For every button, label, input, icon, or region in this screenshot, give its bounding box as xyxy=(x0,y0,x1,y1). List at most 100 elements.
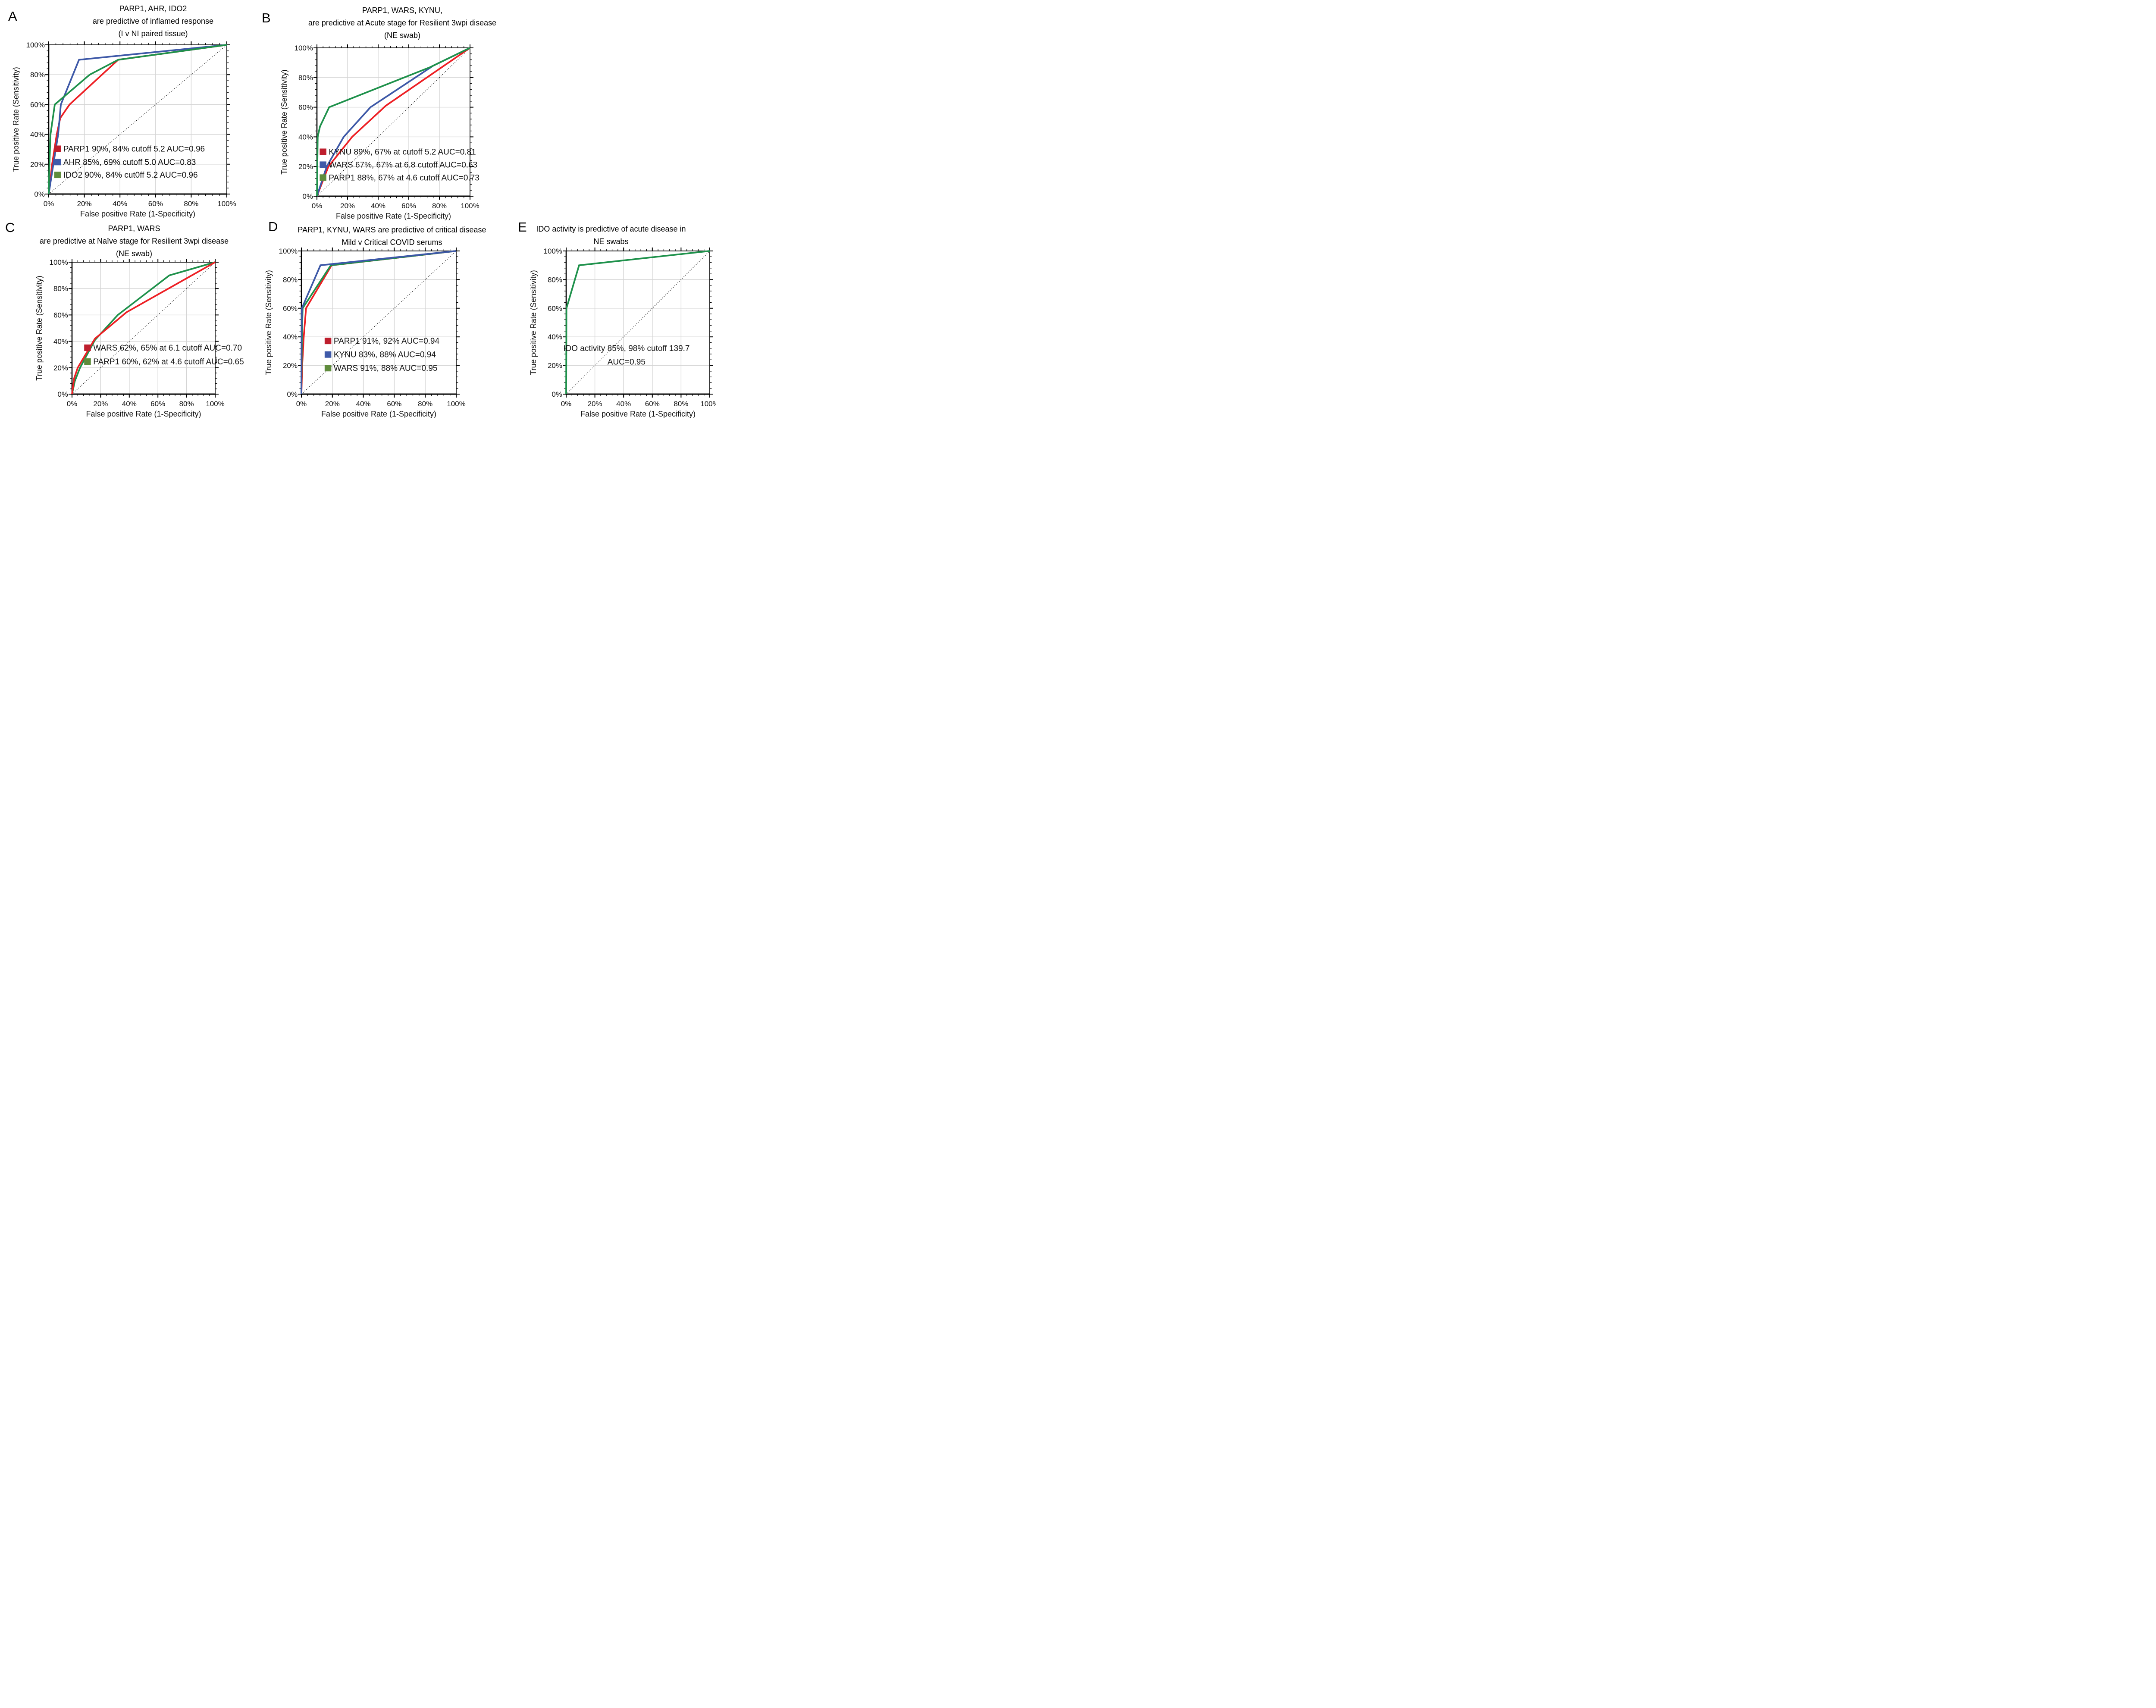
x-tick-label: 20% xyxy=(340,202,355,210)
y-tick-label: 0% xyxy=(34,190,45,198)
legend-label: AHR 85%, 69% cutoff 5.0 AUC=0.83 xyxy=(63,158,196,167)
roc-curves xyxy=(48,44,227,194)
x-tick-label: 0% xyxy=(561,400,572,408)
x-tick-label: 20% xyxy=(77,200,92,208)
tick-marks xyxy=(563,248,713,398)
panel-A-title-line: (I v NI paired tissue) xyxy=(118,29,188,38)
panel-D-title-line: PARP1, KYNU, WARS are predictive of crit… xyxy=(298,226,486,234)
panel-E-title-line: IDO activity is predictive of acute dise… xyxy=(536,225,686,233)
y-tick-label: 80% xyxy=(53,285,68,293)
legend-swatch xyxy=(324,338,332,345)
y-tick-label: 0% xyxy=(57,390,68,398)
panel-E-title: IDO activity is predictive of acute dise… xyxy=(473,223,716,248)
panel-C-title-line: PARP1, WARS xyxy=(108,224,160,233)
x-tick-label: 40% xyxy=(616,400,631,408)
y-axis-title: True positive Rate (Sensitivity) xyxy=(529,270,538,375)
y-tick-labels: 0% 20% 40% 60% 80% 100% xyxy=(26,41,45,198)
y-tick-label: 60% xyxy=(548,304,562,313)
legend-swatch xyxy=(324,351,332,358)
x-tick-label: 60% xyxy=(645,400,660,408)
panel-A-title: PARP1, AHR, IDO2 are predictive of inflam… xyxy=(15,3,291,40)
gridlines xyxy=(301,251,456,394)
y-tick-label: 80% xyxy=(548,276,562,284)
legend-swatch xyxy=(54,145,61,152)
roc-plot-C: 0% 20% 40% 60% 80% 100% 0% 20% 40% 60% 80% 100% Fals… xyxy=(35,258,244,418)
gridlines xyxy=(72,262,215,394)
legend-label: WARS 62%, 65% at 6.1 cutoff AUC=0.70 xyxy=(93,344,242,353)
roc-curves xyxy=(301,250,457,395)
legend-label: PARP1 60%, 62% at 4.6 cutoff AUC=0.65 xyxy=(93,357,244,367)
roc-plot-A: 0% 20% 40% 60% 80% 100% 0% 20% 40% 60% 80% 100% Fals… xyxy=(12,41,236,218)
panel-B-title-line: (NE swab) xyxy=(384,31,420,40)
x-tick-label: 80% xyxy=(418,400,432,408)
legend: PARP1 91%, 92% AUC=0.94 KYNU 83%, 88% AUC… xyxy=(324,337,439,373)
x-tick-label: 80% xyxy=(184,200,198,208)
x-tick-label: 0% xyxy=(44,200,54,208)
x-tick-label: 40% xyxy=(371,202,385,210)
y-tick-label: 100% xyxy=(50,258,68,266)
legend-label: KYNU 83%, 88% AUC=0.94 xyxy=(334,351,436,360)
y-axis-title: True positive Rate (Sensitivity) xyxy=(264,270,273,375)
y-tick-label: 100% xyxy=(279,247,298,255)
panel-C-title: PARP1, WARS are predictive at Naïve stage… xyxy=(0,223,272,260)
y-tick-label: 80% xyxy=(298,74,313,82)
tick-marks xyxy=(45,41,230,197)
diagonal-reference-line xyxy=(72,262,216,395)
y-tick-label: 40% xyxy=(298,133,313,141)
roc-plot-D: 0% 20% 40% 60% 80% 100% 0% 20% 40% 60% 80% 100% Fals… xyxy=(264,247,466,418)
x-axis-title: False positive Rate (1-Specificity) xyxy=(80,210,195,218)
x-tick-labels: 0% 20% 40% 60% 80% 100% xyxy=(67,400,225,408)
y-tick-labels: 0% 20% 40% 60% 80% 100% xyxy=(544,247,562,398)
x-tick-label: 0% xyxy=(296,400,307,408)
x-tick-labels: 0% 20% 40% 60% 80% 100% xyxy=(296,400,466,408)
legend-swatch xyxy=(54,159,61,166)
panel-A-letter: A xyxy=(8,9,17,24)
panel-B-title: PARP1, WARS, KYNU, are predictive at Acut… xyxy=(264,4,540,42)
x-tick-label: 60% xyxy=(401,202,416,210)
legend-swatch xyxy=(324,365,332,372)
y-tick-label: 80% xyxy=(283,276,298,284)
x-tick-label: 80% xyxy=(674,400,688,408)
panel-E-letter: E xyxy=(518,219,527,235)
y-tick-label: 40% xyxy=(53,338,68,346)
y-tick-label: 20% xyxy=(298,163,313,171)
x-tick-labels: 0% 20% 40% 60% 80% 100% xyxy=(561,400,716,408)
panel-D-title: PARP1, KYNU, WARS are predictive of crit… xyxy=(254,224,530,249)
y-tick-label: 20% xyxy=(30,160,45,169)
diagonal-reference-line xyxy=(566,251,710,395)
y-tick-label: 60% xyxy=(283,304,298,313)
y-tick-label: 60% xyxy=(298,103,313,112)
legend-label: WARS 91%, 88% AUC=0.95 xyxy=(334,364,438,373)
y-axis-title: True positive Rate (Sensitivity) xyxy=(12,67,20,172)
annotation: IDO activity 85%, 98% cutoff 139.7 AUC=0.… xyxy=(563,344,689,367)
panel-C-title-line: are predictive at Naïve stage for Resili… xyxy=(39,237,229,245)
y-tick-label: 40% xyxy=(30,131,45,139)
panel-B-title-line: are predictive at Acute stage for Resili… xyxy=(308,19,497,27)
y-tick-label: 0% xyxy=(552,390,562,398)
y-axis-title: True positive Rate (Sensitivity) xyxy=(280,69,288,174)
y-tick-label: 60% xyxy=(53,311,68,319)
y-tick-label: 40% xyxy=(548,333,562,341)
legend-label: WARS 67%, 67% at 6.8 cutoff AUC=0.63 xyxy=(329,160,477,169)
x-axis-title: False positive Rate (1-Specificity) xyxy=(336,212,451,220)
x-tick-label: 40% xyxy=(113,200,127,208)
gridlines xyxy=(49,45,227,194)
x-tick-label: 80% xyxy=(432,202,447,210)
x-tick-label: 100% xyxy=(447,400,465,408)
panel-A-title-line: PARP1, AHR, IDO2 xyxy=(119,4,187,13)
x-tick-label: 80% xyxy=(179,400,194,408)
legend-swatch xyxy=(320,148,326,155)
roc-curve-wars xyxy=(71,261,216,395)
legend: PARP1 90%, 84% cutoff 5.2 AUC=0.96 AHR 85… xyxy=(54,145,205,180)
roc-curve-ahr xyxy=(48,44,227,194)
roc-curves xyxy=(71,261,216,395)
panel-B-title-line: PARP1, WARS, KYNU, xyxy=(362,6,443,15)
y-tick-label: 20% xyxy=(53,364,68,372)
x-tick-labels: 0% 20% 40% 60% 80% 100% xyxy=(312,202,479,210)
x-tick-label: 100% xyxy=(700,400,716,408)
x-tick-label: 0% xyxy=(312,202,323,210)
y-tick-label: 60% xyxy=(30,100,45,109)
legend-label: KYNU 89%, 67% at cutoff 5.2 AUC=0.81 xyxy=(329,147,476,157)
tick-marks xyxy=(69,259,219,398)
panel-D-letter: D xyxy=(268,219,278,234)
